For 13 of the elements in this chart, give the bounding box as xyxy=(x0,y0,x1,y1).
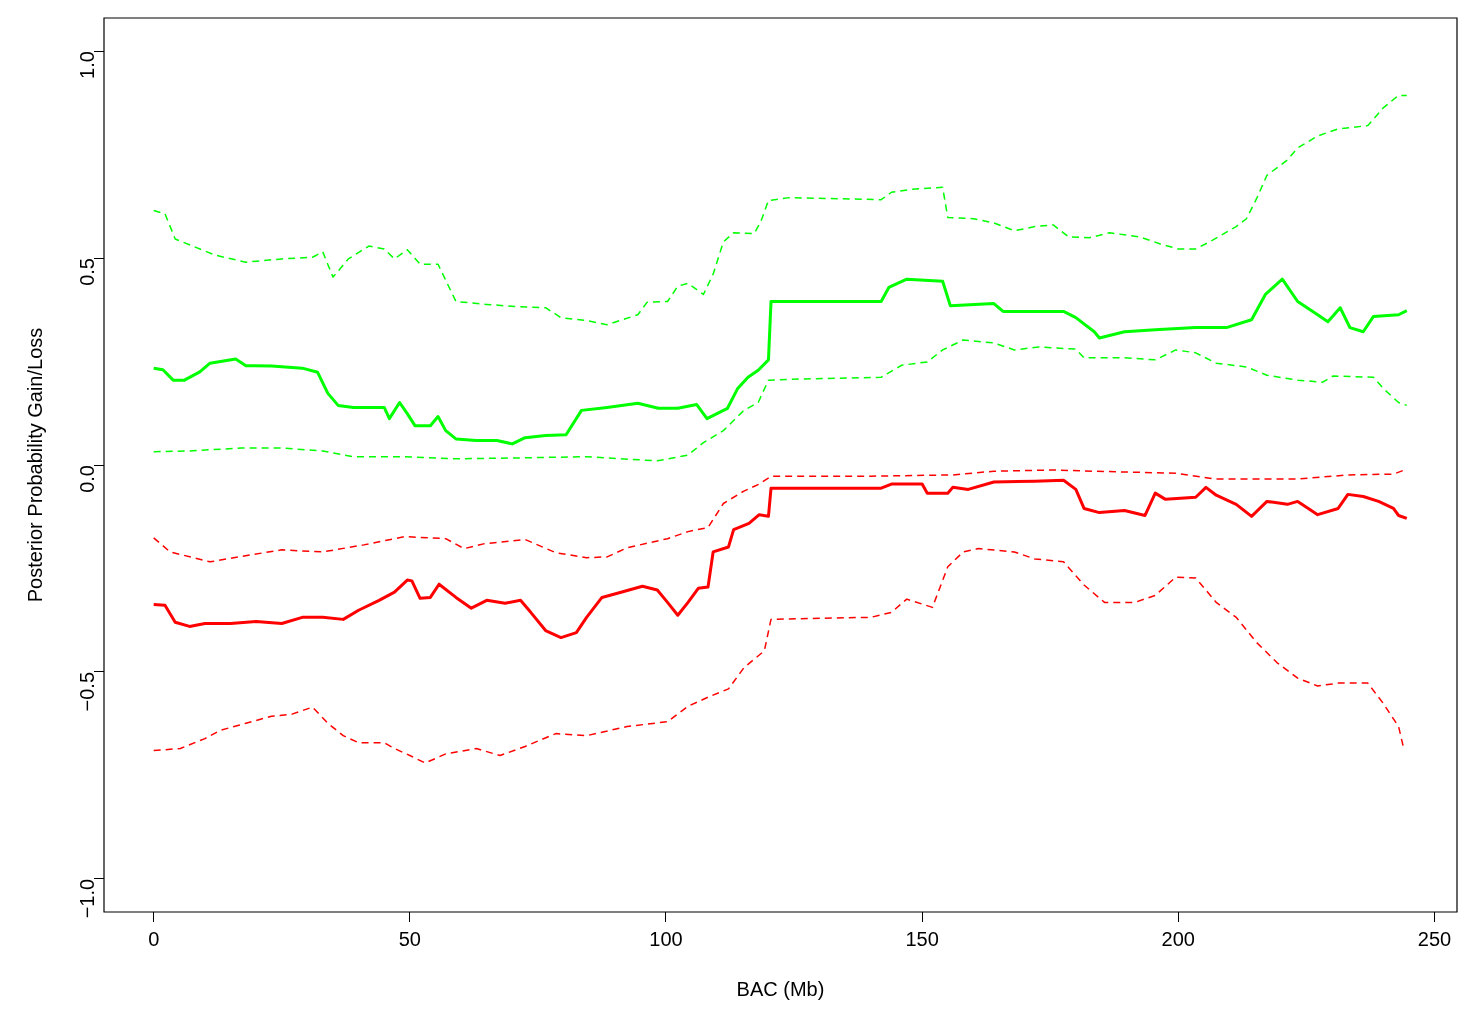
x-tick-label: 100 xyxy=(649,927,683,950)
x-tick-label: 250 xyxy=(1417,927,1452,950)
x-tick-label: 200 xyxy=(1161,927,1195,950)
x-tick-label: 0 xyxy=(148,927,160,950)
x-tick-label: 150 xyxy=(905,927,939,950)
y-tick-label: −0.5 xyxy=(75,671,98,712)
y-tick-label: 1.0 xyxy=(75,51,98,79)
x-axis-title: BAC (Mb) xyxy=(736,977,825,1000)
y-axis-title: Posterior Probability Gain/Loss xyxy=(23,327,46,603)
y-tick-label: 0.5 xyxy=(75,258,98,286)
x-tick-label: 50 xyxy=(398,927,421,950)
y-tick-label: 0.0 xyxy=(75,465,98,493)
y-tick-label: −1.0 xyxy=(75,878,98,919)
